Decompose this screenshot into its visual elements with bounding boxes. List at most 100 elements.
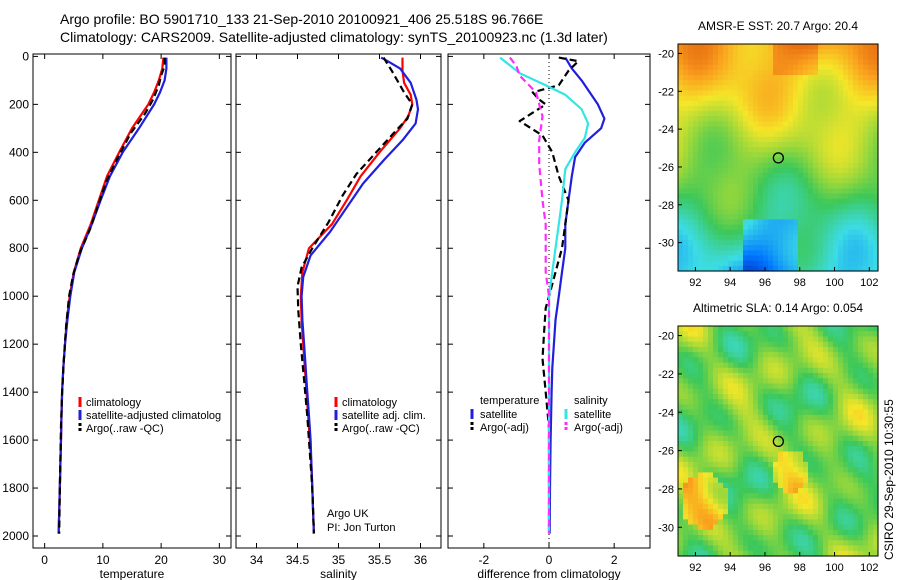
map-cell: [813, 519, 819, 526]
map-cell: [708, 44, 714, 50]
map-cell: [728, 435, 734, 442]
map-cell: [708, 509, 714, 515]
map-cell: [778, 54, 784, 61]
map-cell: [718, 90, 724, 97]
map-cell: [803, 54, 809, 61]
map-cell: [743, 193, 749, 200]
map-cell: [793, 240, 799, 246]
map-cell: [703, 456, 709, 463]
map-cell: [823, 373, 829, 379]
map-cell: [778, 152, 784, 159]
map-cell: [698, 472, 704, 479]
map-cell: [778, 234, 784, 241]
map-cell: [728, 234, 734, 241]
map-cell: [813, 477, 819, 484]
map-cell: [783, 260, 789, 267]
map-cell: [683, 394, 689, 400]
map-cell: [833, 147, 839, 153]
map-cell: [843, 95, 849, 102]
map-cell: [733, 214, 739, 221]
map-cell: [733, 167, 739, 174]
map-cell: [843, 80, 849, 86]
map-cell: [843, 157, 849, 164]
map-cell: [778, 142, 784, 148]
map-cell: [803, 341, 809, 348]
map-cell: [753, 219, 759, 226]
map-cell: [818, 498, 824, 505]
map-cell: [703, 394, 709, 400]
map-cell: [763, 234, 769, 241]
map-cell: [753, 493, 759, 500]
map-cell: [843, 116, 849, 122]
map-cell: [703, 435, 709, 442]
map-cell: [778, 209, 784, 215]
map-cell: [813, 336, 819, 343]
map-cell: [848, 173, 854, 179]
map-cell: [808, 477, 814, 484]
map-cell: [823, 162, 829, 169]
map-cell: [833, 44, 839, 50]
map-cell: [873, 152, 879, 159]
map-cell: [763, 147, 769, 153]
map-cell: [748, 260, 754, 267]
map-cell: [753, 183, 759, 190]
map-cell: [828, 446, 834, 452]
map-cell: [683, 105, 689, 112]
map-cell: [828, 357, 834, 364]
map-cell: [768, 219, 774, 226]
map-cell: [718, 64, 724, 71]
map-cell: [758, 482, 764, 489]
map-cell: [758, 399, 764, 405]
map-cell: [848, 482, 854, 489]
map-cell: [873, 229, 879, 236]
map-cell: [873, 352, 879, 358]
map-cell: [833, 446, 839, 452]
map-cell: [753, 441, 759, 447]
map-cell: [758, 430, 764, 437]
map-cell: [703, 90, 709, 97]
map-cell: [858, 441, 864, 447]
map-cell: [763, 529, 769, 536]
map-cell: [718, 472, 724, 479]
map-cell: [828, 535, 834, 541]
map-cell: [868, 116, 874, 122]
map-cell: [788, 514, 794, 520]
map-cell: [733, 59, 739, 66]
map-cell: [683, 435, 689, 442]
map-cell: [678, 49, 684, 55]
map-cell: [683, 240, 689, 246]
map-cell: [823, 467, 829, 473]
map-cell: [688, 240, 694, 246]
map-cell: [738, 80, 744, 86]
map-cell: [783, 540, 789, 547]
map-cell: [783, 224, 789, 231]
map-cell: [763, 357, 769, 364]
temperature-ytick-label: 1800: [2, 481, 29, 495]
map-cell: [848, 111, 854, 117]
map-cell: [773, 219, 779, 226]
map-cell: [798, 456, 804, 463]
map-cell: [833, 183, 839, 190]
map-cell: [828, 203, 834, 210]
map-cell: [873, 234, 879, 241]
map-cell: [798, 224, 804, 231]
map-cell: [788, 441, 794, 447]
map-cell: [773, 193, 779, 200]
map-cell: [823, 477, 829, 484]
map-cell: [783, 214, 789, 221]
map-cell: [798, 142, 804, 148]
map-cell: [728, 198, 734, 205]
map-cell: [788, 111, 794, 117]
map-cell: [813, 425, 819, 432]
map-cell: [823, 514, 829, 520]
map-cell: [733, 90, 739, 97]
map-cell: [683, 219, 689, 226]
map-cell: [713, 352, 719, 358]
map-cell: [748, 136, 754, 143]
map-cell: [813, 451, 819, 458]
map-cell: [703, 167, 709, 174]
map-cell: [773, 404, 779, 411]
map-cell: [783, 95, 789, 102]
map-cell: [733, 265, 739, 272]
map-cell: [773, 245, 779, 251]
